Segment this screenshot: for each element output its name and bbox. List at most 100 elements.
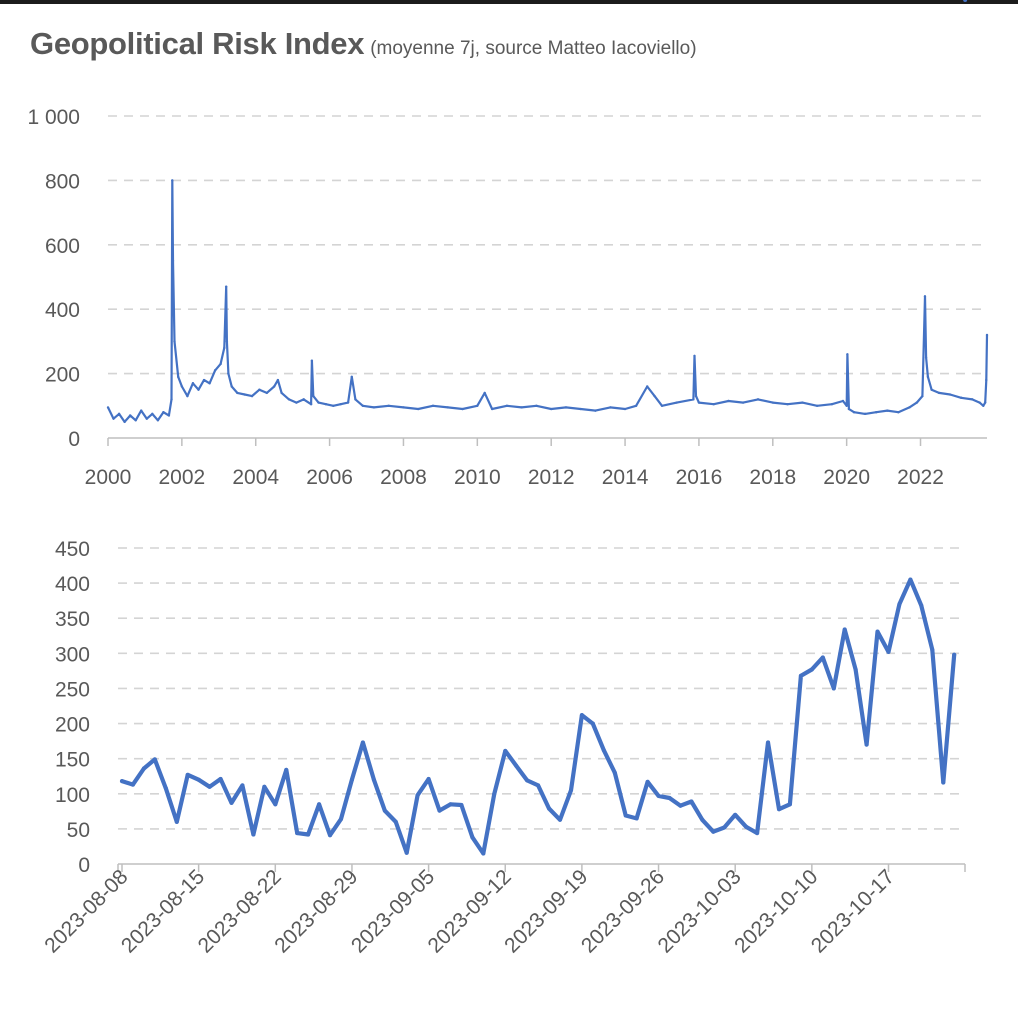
- data-point: [930, 647, 935, 652]
- data-point: [459, 803, 464, 808]
- data-point: [332, 404, 335, 407]
- data-point: [490, 407, 494, 411]
- data-point: [547, 806, 552, 811]
- data-point: [875, 411, 878, 414]
- data-point: [162, 411, 165, 414]
- x-tick-label: 2018: [749, 466, 796, 489]
- data-point: [930, 388, 933, 391]
- x-tick-label: 2016: [676, 466, 723, 489]
- data-point: [919, 603, 924, 608]
- series-line: [119, 577, 957, 856]
- data-point: [224, 285, 228, 288]
- data-point: [225, 340, 229, 343]
- data-point: [287, 398, 291, 401]
- data-point: [846, 353, 849, 356]
- x-tick-label: 2000: [85, 466, 132, 489]
- data-point: [230, 385, 233, 388]
- data-point: [558, 817, 562, 822]
- data-point: [312, 394, 315, 398]
- data-point: [908, 577, 913, 582]
- data-point: [937, 391, 941, 395]
- data-point: [295, 401, 298, 404]
- data-point: [612, 770, 617, 775]
- data-point: [140, 409, 143, 412]
- data-point: [470, 835, 475, 840]
- data-point: [448, 802, 453, 807]
- y-tick-label: 1 000: [27, 106, 80, 129]
- data-point: [733, 812, 738, 817]
- y-tick-label: 150: [55, 749, 90, 772]
- data-point: [426, 777, 431, 782]
- data-point: [503, 748, 508, 753]
- data-point: [284, 767, 289, 772]
- data-point: [415, 793, 420, 798]
- y-tick-label: 600: [45, 235, 80, 258]
- data-point: [481, 851, 486, 856]
- data-point: [213, 369, 217, 372]
- data-point: [623, 407, 627, 411]
- data-point: [431, 404, 435, 407]
- data-point: [623, 813, 628, 818]
- data-point: [941, 780, 946, 785]
- data-point: [712, 402, 715, 406]
- data-point: [185, 772, 190, 777]
- data-point: [317, 401, 320, 404]
- data-point: [786, 402, 789, 406]
- data-point: [830, 402, 834, 406]
- data-point: [689, 799, 694, 804]
- data-point: [483, 391, 486, 395]
- data-point: [697, 401, 701, 404]
- y-tick-label: 350: [55, 608, 90, 631]
- data-point: [120, 779, 124, 784]
- data-point: [272, 385, 276, 388]
- data-point: [514, 763, 519, 768]
- data-point: [258, 388, 261, 391]
- data-point: [280, 391, 283, 395]
- data-point: [653, 394, 656, 398]
- data-point: [295, 831, 300, 836]
- data-point: [180, 385, 184, 388]
- data-point: [176, 375, 180, 379]
- x-tick-label: 2020: [823, 466, 870, 489]
- y-tick-label: 250: [55, 678, 90, 701]
- data-point: [324, 402, 328, 406]
- data-point: [236, 391, 239, 395]
- y-tick-label: 450: [55, 538, 90, 561]
- data-point: [601, 748, 606, 753]
- data-point: [402, 406, 405, 409]
- data-point: [852, 411, 856, 414]
- data-point: [755, 831, 760, 836]
- y-tick-label: 400: [45, 299, 80, 322]
- data-point: [361, 404, 365, 407]
- data-point: [985, 333, 989, 337]
- data-point: [692, 398, 695, 401]
- data-point: [191, 382, 195, 385]
- data-point: [634, 404, 638, 407]
- data-point: [240, 783, 245, 788]
- y-tick-label: 50: [67, 819, 90, 842]
- data-point: [202, 378, 206, 382]
- data-point: [156, 419, 160, 422]
- data-point: [141, 766, 146, 771]
- data-point: [549, 407, 553, 411]
- data-point: [339, 402, 342, 406]
- data-point: [151, 412, 154, 416]
- data-point: [921, 394, 924, 398]
- data-point: [722, 825, 727, 830]
- data-point: [276, 378, 280, 382]
- x-tick-label: 2010: [454, 466, 501, 489]
- data-point: [476, 404, 479, 407]
- y-tick-label: 200: [45, 364, 80, 387]
- data-point: [693, 354, 696, 358]
- data-point: [831, 686, 836, 691]
- data-point: [535, 404, 538, 407]
- data-point: [777, 807, 781, 812]
- data-point: [505, 404, 509, 407]
- data-point: [579, 713, 584, 718]
- data-point: [756, 398, 760, 401]
- data-point: [349, 777, 354, 782]
- data-point: [354, 398, 357, 401]
- data-point: [250, 394, 254, 398]
- data-point: [262, 784, 267, 789]
- data-point: [317, 802, 322, 807]
